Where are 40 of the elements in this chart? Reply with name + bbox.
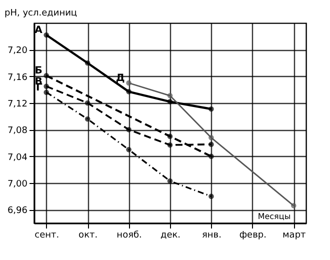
point <box>44 32 50 38</box>
x-tick-label: февр. <box>239 230 266 240</box>
x-tick-label: нояб. <box>116 230 142 240</box>
point <box>84 100 90 106</box>
y-tick-label: 7,12 <box>7 100 28 110</box>
point <box>44 84 50 89</box>
point <box>208 194 214 199</box>
series-label: Б <box>34 66 42 77</box>
point <box>167 142 173 148</box>
point <box>208 154 214 159</box>
series-label: А <box>34 25 43 36</box>
point <box>208 135 214 140</box>
x-tick-label: дек. <box>160 230 181 240</box>
point <box>126 89 132 94</box>
point <box>44 73 50 78</box>
point <box>167 134 173 139</box>
y-tick-label: 7,08 <box>7 126 28 136</box>
y-axis-title: pH, усл.единиц <box>4 8 78 18</box>
y-tick-label: 7,04 <box>7 152 28 163</box>
point <box>208 106 214 112</box>
x-tick-label: сент. <box>34 230 60 240</box>
point <box>126 147 132 152</box>
point <box>84 60 90 66</box>
y-tick-label: 7,16 <box>7 72 28 83</box>
point <box>167 178 173 184</box>
point <box>84 116 90 122</box>
y-tick-label: 6,96 <box>7 206 28 216</box>
x-axis-title: Месяцы <box>258 212 291 221</box>
x-tick-label: янв. <box>202 230 222 240</box>
y-tick-label: 7,00 <box>7 180 28 190</box>
x-tick-label: окт. <box>78 230 98 240</box>
point <box>44 90 50 95</box>
point <box>126 80 132 86</box>
y-tick-label: 7,20 <box>7 46 28 56</box>
point <box>167 99 173 104</box>
point <box>208 142 214 147</box>
point <box>290 203 296 208</box>
point <box>167 93 173 98</box>
x-tick-label: март <box>282 230 306 240</box>
point <box>126 127 132 132</box>
